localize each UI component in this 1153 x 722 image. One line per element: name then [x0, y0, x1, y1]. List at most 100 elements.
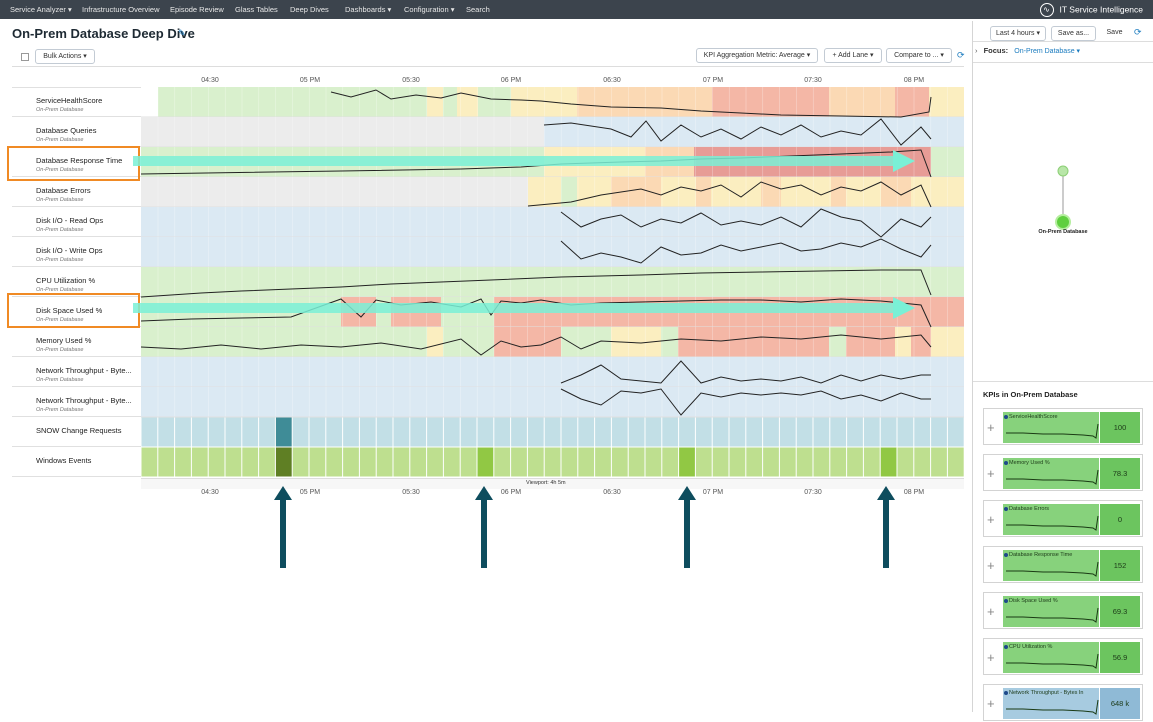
snow-cell[interactable] — [796, 417, 813, 447]
nav-service-analyzer[interactable]: Service Analyzer ▾ — [10, 5, 72, 14]
add-lane-button[interactable]: + Add Lane ▾ — [824, 48, 882, 63]
snow-cell[interactable] — [477, 417, 494, 447]
lane-label[interactable]: Disk I/O - Write Ops On-Prem Database — [12, 237, 141, 267]
windows-event-cell[interactable] — [292, 447, 309, 477]
nav-deep-dives[interactable]: Deep Dives — [290, 5, 329, 14]
snow-cell[interactable] — [259, 417, 275, 447]
snow-cell[interactable] — [880, 417, 897, 447]
windows-event-cell[interactable] — [863, 447, 880, 477]
snow-cell[interactable] — [746, 417, 763, 447]
snow-cell[interactable] — [763, 417, 779, 447]
lane-label[interactable]: Windows Events — [12, 447, 141, 477]
lane-label[interactable]: Disk I/O - Read Ops On-Prem Database — [12, 207, 141, 237]
snow-cell[interactable] — [410, 417, 427, 447]
windows-event-cell[interactable] — [443, 447, 460, 477]
windows-event-cell[interactable] — [460, 447, 477, 477]
windows-event-cell[interactable] — [343, 447, 359, 477]
snow-cell[interactable] — [813, 417, 830, 447]
snow-cell[interactable] — [595, 417, 611, 447]
viewport-scrollbar[interactable]: Viewport: 4h 5m — [141, 478, 964, 489]
snow-cell[interactable] — [208, 417, 225, 447]
nav-dashboards[interactable]: Dashboards ▾ — [345, 5, 392, 14]
kpi-aggregation-dropdown[interactable]: KPI Aggregation Metric: Average ▾ — [696, 48, 818, 63]
snow-cell[interactable] — [494, 417, 511, 447]
snow-cell[interactable] — [443, 417, 460, 447]
windows-event-cell[interactable] — [595, 447, 611, 477]
refresh-icon[interactable]: ⟳ — [1134, 27, 1142, 37]
lane-label[interactable]: Database Response Time On-Prem Database — [12, 147, 141, 177]
windows-event-cell[interactable] — [275, 447, 292, 477]
lane-label[interactable]: CPU Utilization % On-Prem Database — [12, 267, 141, 297]
settings-refresh-icon[interactable]: ⟳ — [957, 50, 965, 60]
kpi-card[interactable]: + Network Throughput - Bytes In 648 k — [983, 684, 1143, 721]
windows-event-cell[interactable] — [259, 447, 275, 477]
time-range-picker[interactable]: Last 4 hours ▾ — [990, 26, 1046, 41]
nav-glass-tables[interactable]: Glass Tables — [235, 5, 278, 14]
kpi-card[interactable]: + Memory Used % 78.3 — [983, 454, 1143, 491]
snow-cell[interactable] — [729, 417, 746, 447]
nav-search[interactable]: Search — [466, 5, 490, 14]
snow-cell[interactable] — [393, 417, 410, 447]
snow-cell[interactable] — [679, 417, 695, 447]
windows-event-cell[interactable] — [695, 447, 712, 477]
snow-cell[interactable] — [779, 417, 796, 447]
windows-event-cell[interactable] — [376, 447, 393, 477]
snow-cell[interactable] — [460, 417, 477, 447]
snow-cell[interactable] — [578, 417, 595, 447]
lane-label[interactable]: ServiceHealthScore On-Prem Database — [12, 87, 141, 117]
windows-event-cell[interactable] — [830, 447, 847, 477]
select-all-checkbox[interactable] — [21, 53, 29, 61]
windows-event-cell[interactable] — [880, 447, 897, 477]
snow-cell[interactable] — [309, 417, 326, 447]
windows-event-cell[interactable] — [847, 447, 863, 477]
kpi-card[interactable]: + ServiceHealthScore 100 — [983, 408, 1143, 445]
windows-event-cell[interactable] — [242, 447, 259, 477]
windows-event-cell[interactable] — [225, 447, 242, 477]
windows-event-cell[interactable] — [662, 447, 679, 477]
windows-event-cell[interactable] — [947, 447, 964, 477]
snow-cell[interactable] — [645, 417, 662, 447]
parent-node[interactable] — [1057, 165, 1069, 177]
nav-configuration[interactable]: Configuration ▾ — [404, 5, 455, 14]
snow-cell[interactable] — [158, 417, 175, 447]
windows-event-cell[interactable] — [158, 447, 175, 477]
kpi-card[interactable]: + Database Errors 0 — [983, 500, 1143, 537]
lane-label[interactable]: Database Errors On-Prem Database — [12, 177, 141, 207]
edit-pencil-icon[interactable]: ✎ — [178, 28, 186, 38]
windows-event-cell[interactable] — [813, 447, 830, 477]
windows-event-cell[interactable] — [897, 447, 914, 477]
windows-event-cell[interactable] — [712, 447, 729, 477]
snow-cell[interactable] — [947, 417, 964, 447]
windows-event-cell[interactable] — [175, 447, 191, 477]
focus-dropdown[interactable]: On-Prem Database ▾ — [1014, 48, 1081, 55]
windows-event-cell[interactable] — [746, 447, 763, 477]
windows-event-cell[interactable] — [763, 447, 779, 477]
snow-cell[interactable] — [931, 417, 947, 447]
windows-event-cell[interactable] — [578, 447, 595, 477]
snow-cell[interactable] — [359, 417, 376, 447]
snow-cell[interactable] — [343, 417, 359, 447]
windows-event-cell[interactable] — [494, 447, 511, 477]
snow-cell[interactable] — [141, 417, 158, 447]
expand-chevron-icon[interactable]: › — [975, 46, 978, 55]
bulk-actions-button[interactable]: Bulk Actions ▾ — [35, 49, 95, 64]
add-kpi-plus-icon[interactable]: + — [987, 604, 995, 619]
add-kpi-plus-icon[interactable]: + — [987, 466, 995, 481]
windows-event-cell[interactable] — [796, 447, 813, 477]
lane-label[interactable]: SNOW Change Requests — [12, 417, 141, 447]
windows-event-cell[interactable] — [208, 447, 225, 477]
kpi-card[interactable]: + Disk Space Used % 69.3 — [983, 592, 1143, 629]
add-kpi-plus-icon[interactable]: + — [987, 420, 995, 435]
windows-event-cell[interactable] — [628, 447, 645, 477]
snow-cell[interactable] — [527, 417, 544, 447]
windows-event-cell[interactable] — [141, 447, 158, 477]
windows-event-cell[interactable] — [611, 447, 628, 477]
on-prem-database-node[interactable] — [1055, 214, 1071, 230]
snow-cell[interactable] — [914, 417, 931, 447]
kpi-card[interactable]: + Database Response Time 152 — [983, 546, 1143, 583]
windows-event-cell[interactable] — [191, 447, 208, 477]
save-as-button[interactable]: Save as... — [1051, 26, 1096, 41]
snow-cell[interactable] — [275, 417, 292, 447]
windows-event-cell[interactable] — [326, 447, 343, 477]
windows-event-cell[interactable] — [729, 447, 746, 477]
